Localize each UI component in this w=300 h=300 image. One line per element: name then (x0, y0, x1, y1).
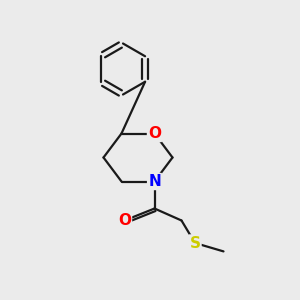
Text: O: O (118, 213, 131, 228)
Text: O: O (148, 126, 161, 141)
Text: S: S (190, 236, 200, 250)
Text: N: N (148, 174, 161, 189)
